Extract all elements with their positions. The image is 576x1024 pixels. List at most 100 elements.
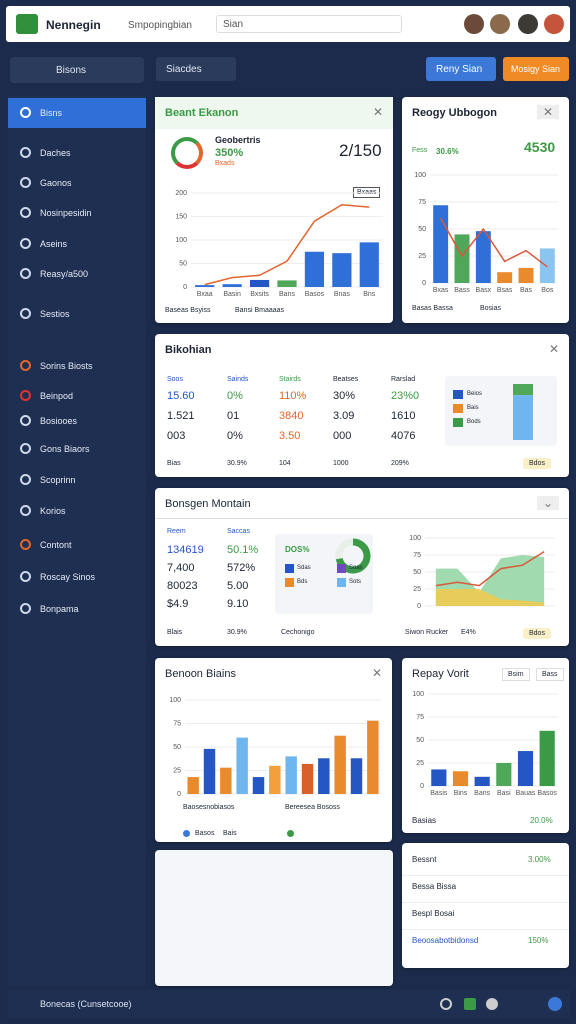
avatar[interactable] (490, 14, 510, 34)
nav-icon (20, 107, 31, 118)
bar (496, 763, 512, 786)
button[interactable]: Bass (536, 668, 564, 681)
chart: 0 25 50 75 100 Basis Bins Bans Basi Bauas Basos (412, 691, 558, 797)
nav-item[interactable]: Bonpama (40, 604, 79, 614)
list-label: Bessnt (412, 855, 437, 864)
nav-item[interactable]: Scoprinn (40, 475, 76, 485)
close[interactable]: ✕ (371, 666, 382, 680)
footer-cell: 30.9% (227, 460, 247, 467)
bar (220, 767, 232, 794)
nav-item[interactable]: Nosinpesidin (40, 208, 92, 218)
footer-text: Baseas Bsyiss (165, 307, 211, 314)
icon[interactable] (464, 998, 476, 1010)
badge[interactable]: Bdos (523, 458, 551, 469)
nav-item[interactable]: Sestios (40, 309, 70, 319)
icon[interactable] (548, 997, 562, 1011)
cell: 110% (279, 390, 307, 402)
legend-swatch (337, 578, 346, 587)
column-header: Soos (167, 376, 183, 383)
bar (332, 253, 352, 287)
report-panel: Repay Vorit Bsim Bass Basias 20.0% 0 25 50… (402, 658, 569, 833)
close[interactable]: ✕ (548, 342, 559, 356)
bar (222, 284, 242, 287)
cell: 000 (333, 430, 352, 442)
panel-title: Bonsgen Montain (165, 498, 251, 510)
divider (402, 929, 569, 930)
y-tick-label: 75 (173, 720, 181, 727)
avatar[interactable] (544, 14, 564, 34)
primary-button[interactable]: Reny Sian (426, 57, 496, 81)
nav-item[interactable]: Daches (40, 148, 71, 158)
cell: 15.60 (167, 390, 195, 402)
list-panel: Bessnt 3.00% Bessa Bissa Bespl Bosai Beoosab… (402, 843, 569, 968)
icon[interactable] (440, 998, 452, 1010)
badge[interactable]: Bdos (523, 628, 551, 639)
cell: 4076 (391, 430, 416, 442)
bar (277, 280, 297, 287)
cell: 3840 (279, 410, 304, 422)
bar (474, 776, 490, 786)
dropdown[interactable]: Siacdes (156, 57, 236, 81)
y-tick-label: 25 (416, 760, 424, 767)
legend-label: Beios (467, 391, 483, 397)
nav-item[interactable]: Bosiooes (40, 416, 78, 426)
column-header: Rarslad (391, 376, 416, 383)
nav-item[interactable]: Contont (40, 540, 72, 550)
footer-text: Baosesnobiasos (183, 804, 235, 811)
close[interactable]: ✕ (372, 105, 383, 119)
cell: 003 (167, 430, 186, 442)
nav-item[interactable]: Korios (40, 506, 66, 516)
nav-item[interactable]: Sorins Biosts (40, 361, 93, 371)
footer-cell: Siwon Rucker (405, 629, 449, 636)
status-bar: Bonecas (Cunsetcooe) (8, 990, 570, 1018)
button[interactable]: Bsim (502, 668, 530, 681)
y-tick-label: 100 (412, 691, 424, 698)
column-header: Saccas (227, 528, 250, 535)
chart: 0 25 50 75 100 (169, 697, 381, 798)
footer-cell: Blais (167, 629, 183, 636)
nav-icon (20, 308, 31, 319)
nav-item[interactable]: Roscay Sinos (40, 572, 96, 582)
y-tick-label: 150 (175, 213, 187, 220)
x-tick-label: Basos (305, 291, 325, 298)
nav-icon (20, 603, 31, 614)
stack-segment (513, 395, 533, 440)
cell: 3.09 (333, 410, 355, 422)
nav-item[interactable]: Gons Biaors (40, 444, 90, 454)
bar (187, 777, 199, 794)
y-tick-label: 25 (418, 253, 426, 260)
bar (304, 251, 325, 287)
bar (517, 751, 534, 786)
avatar[interactable] (518, 14, 538, 34)
x-tick-label: Bxsits (250, 291, 269, 298)
bar (367, 720, 379, 794)
legend-swatch (453, 404, 463, 413)
nav-item[interactable]: Aseins (40, 239, 68, 249)
search-box[interactable]: Sian (216, 15, 402, 33)
cell: 3.50 (279, 430, 301, 442)
secondary-button[interactable]: Mosigy Sian (503, 57, 569, 81)
cell: 134619 (167, 544, 204, 556)
footer-text: Bosias (480, 305, 502, 312)
nav-icon (20, 268, 31, 279)
avatar[interactable] (464, 14, 484, 34)
bar (539, 248, 555, 283)
y-tick-label: 200 (175, 190, 187, 197)
bar (433, 205, 449, 283)
nav-item[interactable]: Gaonos (40, 178, 72, 188)
footer-text: 20.0% (530, 816, 553, 825)
bar (452, 771, 469, 786)
nav-icon (20, 147, 31, 158)
menu-button[interactable]: Bisons (10, 57, 144, 83)
nav-item[interactable]: Reasy/a500 (40, 269, 89, 279)
menu[interactable]: ⌄ (536, 496, 559, 510)
close[interactable]: ✕ (536, 105, 559, 119)
x-tick-label: Basis (430, 790, 448, 797)
legend-label: Soas (349, 565, 363, 571)
y-tick-label: 0 (183, 284, 187, 291)
icon[interactable] (486, 998, 498, 1010)
y-tick-label: 75 (413, 552, 421, 559)
nav-item[interactable]: Bisns (40, 108, 63, 118)
nav-item[interactable]: Beinpod (40, 391, 74, 401)
x-tick-label: Bos (541, 287, 554, 294)
